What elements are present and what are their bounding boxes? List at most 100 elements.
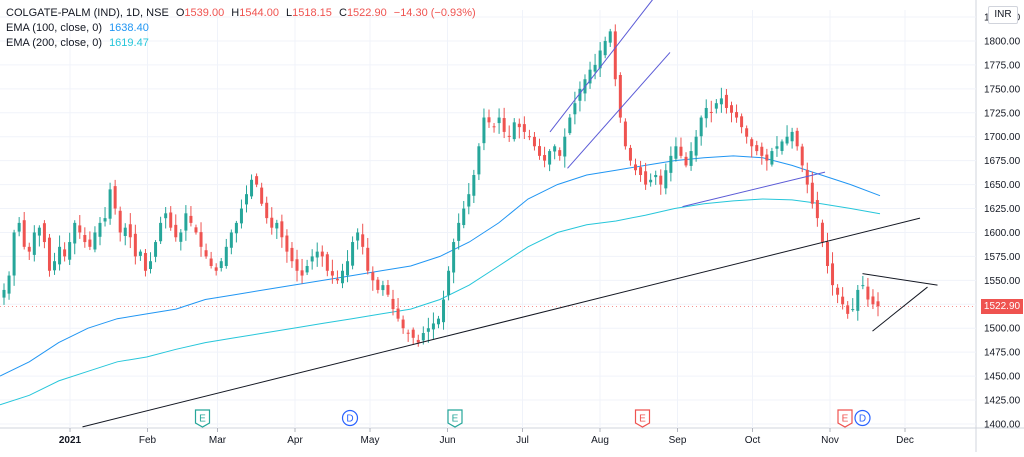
candle-body [290,247,294,262]
earnings-marker[interactable]: E [194,409,211,428]
candle-body [512,122,516,140]
candle-body [229,232,233,248]
earnings-shield [447,409,463,428]
candle-body [477,146,481,175]
candle-body [436,318,440,325]
dividend-marker[interactable]: D [854,409,871,427]
open-value: 1539.00 [184,7,225,19]
symbol-name[interactable]: COLGATE-PALM (IND), 1D, NSE [6,7,169,19]
candle-body [502,118,506,132]
price-axis[interactable]: 1825.001800.001775.001750.001725.001700.… [984,13,1021,431]
candle-body [861,285,865,287]
candle-body [406,332,410,334]
candle-body [416,339,420,343]
candle-body [73,222,77,244]
candle-body [775,146,779,149]
earnings-shield [634,409,651,428]
candle-body [684,156,688,166]
candle-body [366,247,370,271]
candle-body [88,239,92,247]
price-tick-label: 1425.00 [984,396,1021,407]
candle-body [442,299,446,323]
candle-body [548,151,552,165]
candle-body [209,258,213,266]
candle-body [361,234,365,247]
candle-body [174,224,178,238]
earnings-marker[interactable]: E [634,409,651,428]
ema200-value: 1619.47 [109,37,149,49]
candle-body [527,136,531,138]
candle-body [755,145,759,152]
candle-body [310,256,314,262]
candle-body [421,333,425,341]
price-tick-label: 1475.00 [984,348,1021,359]
candle-body [386,285,390,295]
candle-body [729,105,733,113]
candle-body [411,329,415,338]
time-tick-label: Jul [516,435,529,446]
candle-body [128,224,132,238]
price-tick-label: 1725.00 [984,108,1021,119]
candle-body [42,223,46,243]
currency-button[interactable]: INR [988,6,1018,24]
candle-body [846,305,850,314]
event-label: E [199,414,206,425]
price-tick-label: 1800.00 [984,36,1021,47]
legend-ema200-row[interactable]: EMA (200, close, 0) 1619.47 [6,36,480,51]
candle-body [851,309,855,311]
candle-body [543,155,547,161]
candle-body [58,246,62,265]
candle-body [391,298,395,310]
candle-body [330,271,334,276]
triangle-bottom-line [872,286,928,332]
candle-body [760,146,764,156]
triangle-top-line [862,273,938,286]
candle-body [679,146,683,156]
candle-body [634,164,638,171]
earnings-marker[interactable]: E [447,409,463,428]
candle-body [593,64,597,72]
candle-body [285,235,289,252]
earnings-marker[interactable]: E [837,409,853,428]
time-axis[interactable]: 2021 Feb Mar Apr May Jun Jul Aug Sep Oct Nov Dec [59,428,914,446]
candle-body [199,232,203,247]
candle-body [558,150,562,156]
legend-ema100-row[interactable]: EMA (100, close, 0) 1638.40 [6,21,480,36]
candle-body [573,103,577,115]
candle-body [315,251,319,258]
candle-body [644,171,648,185]
ema100-label: EMA (100, close, 0) [6,22,102,34]
candle-body [805,169,809,185]
price-tick-label: 1575.00 [984,252,1021,263]
candle-body [356,232,360,241]
candle-body [27,246,31,252]
candle-body [381,285,385,291]
candle-body [184,213,188,231]
candle-body [836,287,840,295]
candlestick-series [2,24,880,347]
drawing-tools[interactable] [82,0,938,428]
candle-body [588,69,592,84]
candle-body [295,259,299,271]
candle-body [694,136,698,156]
candle-body [856,289,860,311]
candle-body [492,126,496,128]
dividend-marker[interactable]: D [341,409,359,427]
price-tick-label: 1600.00 [984,228,1021,239]
candle-body [825,241,829,266]
candle-body [795,130,799,147]
candle-body [628,147,632,161]
candle-body [108,189,112,219]
candle-body [68,242,72,260]
candle-body [467,194,471,207]
candle-body [719,98,723,105]
candle-body [765,154,769,161]
candle-body [810,182,814,204]
main-trendline [82,217,921,428]
candle-body [426,328,430,332]
last-price-label: 1522.90 [981,298,1023,314]
time-tick-label: Dec [896,435,914,446]
